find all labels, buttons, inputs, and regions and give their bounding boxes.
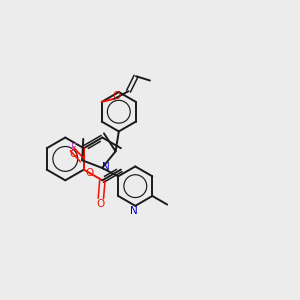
Text: F: F (71, 143, 77, 153)
Text: O: O (97, 199, 105, 209)
Text: N: N (130, 206, 138, 216)
Text: O: O (85, 168, 93, 178)
Text: O: O (70, 149, 78, 160)
Text: O: O (113, 91, 121, 101)
Text: N: N (102, 162, 110, 172)
